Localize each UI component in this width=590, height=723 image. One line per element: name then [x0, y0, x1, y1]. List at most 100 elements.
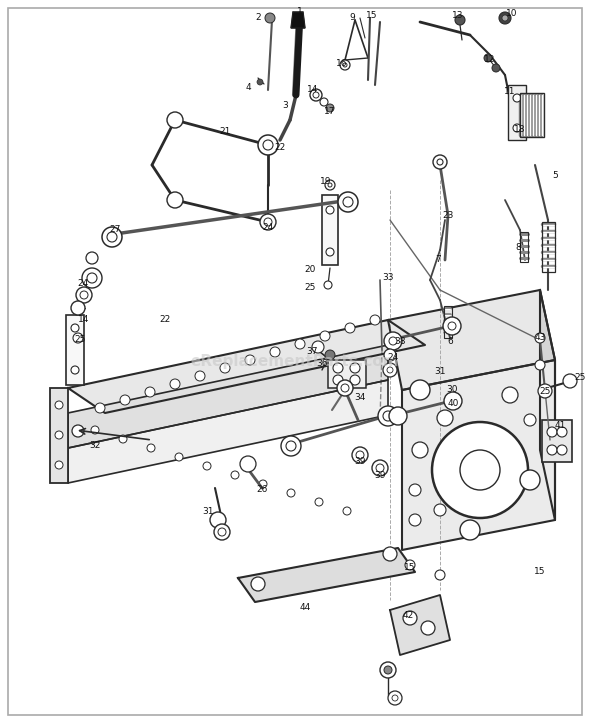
Circle shape — [392, 695, 398, 701]
Text: 13: 13 — [453, 12, 464, 20]
Circle shape — [410, 380, 430, 400]
Circle shape — [409, 484, 421, 496]
Circle shape — [167, 112, 183, 128]
Circle shape — [376, 464, 384, 472]
Bar — [444, 306, 452, 338]
Text: 20: 20 — [304, 265, 316, 275]
Polygon shape — [388, 290, 555, 390]
Circle shape — [343, 197, 353, 207]
Circle shape — [383, 363, 397, 377]
Circle shape — [484, 54, 492, 62]
Text: 25: 25 — [539, 388, 550, 396]
Text: 25: 25 — [574, 374, 586, 382]
Circle shape — [524, 414, 536, 426]
Polygon shape — [68, 345, 388, 448]
Circle shape — [352, 447, 368, 463]
Text: 7: 7 — [435, 255, 441, 265]
Circle shape — [55, 401, 63, 409]
Circle shape — [435, 570, 445, 580]
Text: 33: 33 — [382, 273, 394, 283]
Circle shape — [257, 79, 263, 85]
Circle shape — [384, 666, 392, 674]
Circle shape — [203, 462, 211, 470]
Circle shape — [295, 339, 305, 349]
Circle shape — [145, 387, 155, 397]
Text: 44: 44 — [299, 604, 310, 612]
Text: 8: 8 — [515, 244, 521, 252]
Text: 18: 18 — [514, 126, 526, 134]
Circle shape — [378, 406, 398, 426]
Text: 14: 14 — [78, 315, 90, 325]
Text: 30: 30 — [446, 385, 458, 395]
Circle shape — [383, 547, 397, 561]
Circle shape — [412, 442, 428, 458]
Circle shape — [388, 691, 402, 705]
Circle shape — [71, 366, 79, 374]
Circle shape — [535, 360, 545, 370]
Text: 15: 15 — [366, 12, 378, 20]
Circle shape — [240, 456, 256, 472]
Text: 41: 41 — [555, 422, 566, 430]
Circle shape — [437, 159, 443, 165]
Circle shape — [102, 227, 122, 247]
Text: 2: 2 — [255, 14, 261, 22]
Text: 9: 9 — [349, 14, 355, 22]
Circle shape — [433, 155, 447, 169]
Text: 6: 6 — [447, 338, 453, 346]
Polygon shape — [402, 360, 555, 550]
Bar — [520, 93, 544, 137]
Text: 1: 1 — [297, 7, 303, 15]
Circle shape — [80, 291, 88, 299]
Circle shape — [356, 451, 364, 459]
Text: 40: 40 — [447, 400, 458, 408]
Text: 25: 25 — [304, 283, 316, 293]
Circle shape — [343, 507, 351, 515]
Circle shape — [120, 395, 130, 405]
Polygon shape — [390, 595, 450, 655]
Text: 27: 27 — [109, 226, 121, 234]
Circle shape — [547, 427, 557, 437]
Circle shape — [260, 214, 276, 230]
Circle shape — [320, 98, 328, 106]
Circle shape — [387, 367, 393, 373]
Text: 26: 26 — [256, 486, 268, 495]
Circle shape — [324, 281, 332, 289]
Circle shape — [547, 445, 557, 455]
Text: 24: 24 — [388, 354, 399, 362]
Circle shape — [337, 380, 353, 396]
Circle shape — [265, 13, 275, 23]
Circle shape — [313, 92, 319, 98]
Text: 21: 21 — [219, 127, 231, 137]
Circle shape — [333, 375, 343, 385]
Circle shape — [421, 621, 435, 635]
Circle shape — [91, 426, 99, 434]
Circle shape — [535, 333, 545, 343]
Circle shape — [460, 520, 480, 540]
Text: 42: 42 — [402, 610, 414, 620]
Text: 32: 32 — [89, 440, 101, 450]
Circle shape — [71, 301, 85, 315]
Circle shape — [270, 347, 280, 357]
Bar — [542, 420, 572, 462]
Circle shape — [82, 268, 102, 288]
Circle shape — [384, 349, 396, 361]
Circle shape — [220, 363, 230, 373]
Circle shape — [95, 403, 105, 413]
Circle shape — [443, 317, 461, 335]
Circle shape — [119, 435, 127, 443]
Text: 22: 22 — [274, 143, 286, 153]
Circle shape — [405, 560, 415, 570]
Circle shape — [563, 374, 577, 388]
Circle shape — [287, 489, 295, 497]
Text: 22: 22 — [159, 315, 171, 325]
Circle shape — [107, 232, 117, 242]
Circle shape — [557, 427, 567, 437]
Circle shape — [538, 384, 552, 398]
Text: 39: 39 — [354, 458, 366, 466]
Circle shape — [432, 422, 528, 518]
Circle shape — [448, 322, 456, 330]
Text: 14: 14 — [307, 85, 319, 95]
Text: 12: 12 — [484, 56, 496, 64]
Circle shape — [214, 524, 230, 540]
Text: 3: 3 — [282, 100, 288, 109]
